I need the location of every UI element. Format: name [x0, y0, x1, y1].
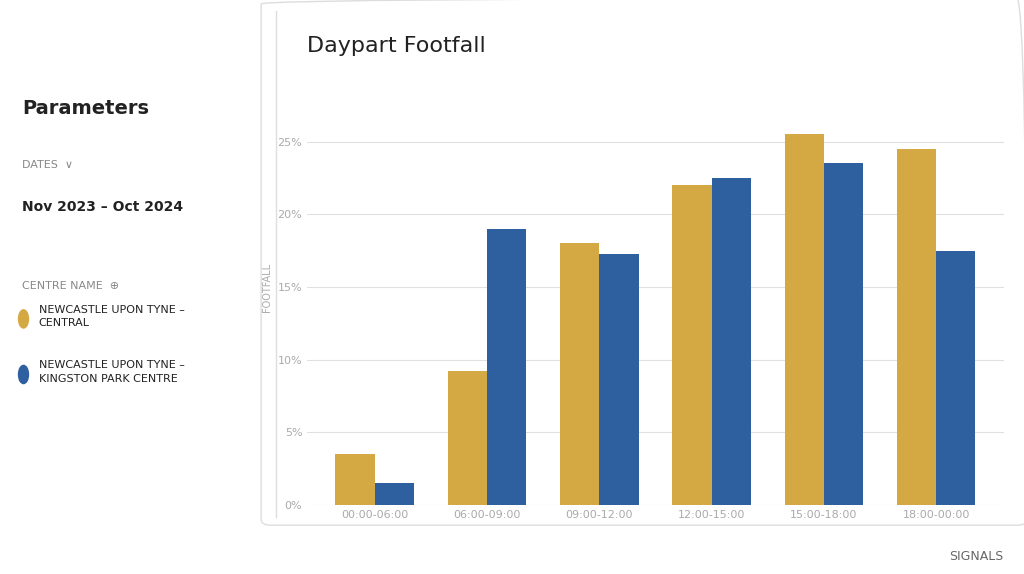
- Circle shape: [18, 366, 29, 383]
- Text: DATES  ∨: DATES ∨: [23, 160, 73, 170]
- Text: NEWCASTLE UPON TYNE –
CENTRAL: NEWCASTLE UPON TYNE – CENTRAL: [39, 305, 184, 328]
- Y-axis label: FOOTFALL: FOOTFALL: [262, 262, 272, 312]
- Bar: [936, 251, 976, 505]
- Text: NEWCASTLE UPON TYNE –
KINGSTON PARK CENTRE: NEWCASTLE UPON TYNE – KINGSTON PARK CENT…: [39, 360, 184, 383]
- Text: Parameters: Parameters: [23, 99, 150, 118]
- Text: CENTRE NAME  ⊕: CENTRE NAME ⊕: [23, 281, 119, 291]
- Bar: [824, 164, 863, 505]
- Bar: [712, 178, 751, 505]
- Bar: [335, 454, 375, 505]
- Bar: [599, 254, 639, 505]
- Text: Daypart Footfall: Daypart Footfall: [307, 36, 486, 56]
- Bar: [486, 229, 526, 505]
- Bar: [447, 371, 486, 505]
- Bar: [560, 243, 599, 505]
- Circle shape: [18, 310, 29, 328]
- Bar: [784, 134, 824, 505]
- Text: SIGNALS: SIGNALS: [949, 549, 1004, 563]
- Text: Nov 2023 – Oct 2024: Nov 2023 – Oct 2024: [23, 200, 183, 214]
- Bar: [375, 483, 414, 505]
- Bar: [672, 185, 712, 505]
- Bar: [897, 149, 936, 505]
